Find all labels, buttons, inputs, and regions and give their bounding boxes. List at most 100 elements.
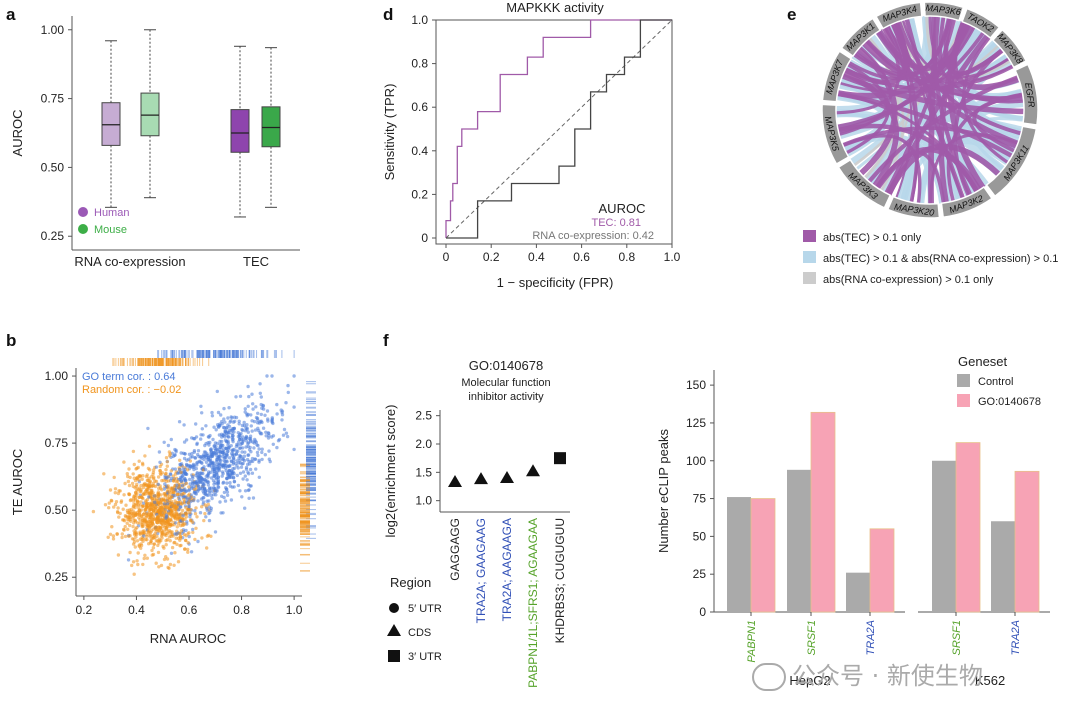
panel-b-point [169,551,174,555]
panel-b-point [246,442,250,446]
panel-b-point [238,489,242,493]
panel-b-point [267,449,271,453]
panel-b-point [150,548,154,553]
panel-b-point [198,459,202,463]
panel-b-point [156,475,161,479]
panel-b-point [224,486,228,490]
panel-b-point [111,534,116,538]
panel-b-point [153,500,157,504]
panel-b-point [124,503,128,507]
panel-f1-legend-marker-triangle [387,624,401,636]
panel-d-legend-title: AUROC [599,201,646,216]
panel-b-point [195,472,199,476]
panel-b-point [256,418,260,422]
panel-b-point [225,453,229,457]
panel-b-ytick-label: 0.50 [45,503,69,517]
panel-b-point [243,450,247,454]
panel-b-point [194,526,198,530]
panel-b-point [275,412,279,416]
panel-b-point [152,542,157,546]
panel-b-point [169,519,173,523]
panel-b-point [253,439,258,443]
panel-b-point [222,406,226,411]
panel-b-point [204,441,208,446]
panel-b-point [139,546,143,550]
panel-b-point [169,437,173,442]
panel-b-point [170,501,174,505]
panel-b-point [213,441,218,445]
panel-b-point [123,524,127,529]
panel-b-point [213,490,218,494]
panel-b-point [180,508,185,513]
panel-b-point [190,479,195,484]
panel-b-point [107,501,112,505]
panel-b-point [250,429,254,433]
panel-b-point [227,464,232,468]
panel-e-chord [901,19,1010,79]
panel-b-point [172,563,176,567]
panel-b-point [143,553,147,557]
panel-b-point [111,537,116,541]
panel-f2-bar-go [869,528,895,613]
wechat-icon [752,663,786,691]
panel-b-point [230,448,234,452]
panel-b-point [130,563,134,568]
panel-b-point [215,448,220,452]
panel-b-point [181,521,185,525]
panel-b-point [138,537,143,541]
panel-b-point [264,430,268,434]
panel-b-point [245,457,250,462]
panel-b-point [191,527,195,532]
panel-b-point [148,479,152,483]
panel-e-segment [991,28,1028,69]
panel-e-segment [874,1,923,30]
panel-b-point [206,473,210,478]
panel-b-point [168,562,173,567]
panel-b-point [160,478,164,483]
panel-b-point [238,461,242,465]
panel-b-point [122,527,126,532]
panel-b-point [144,520,148,524]
panel-f2-legend-control: Control [978,376,1013,388]
panel-e-label: e [787,5,796,24]
panel-f1-subtitle: Molecular function [461,377,550,389]
panel-b-point [205,546,209,550]
panel-d-ylabel: Sensitivity (TPR) [382,84,397,181]
panel-b-point [257,447,261,451]
panel-b-point [205,534,210,538]
panel-b-point [239,431,243,436]
panel-b-point [177,420,182,424]
panel-b-point [257,475,261,479]
panel-b-point [113,502,118,507]
panel-b-point [212,493,216,497]
panel-b-point [112,475,116,480]
panel-b-point [256,411,260,415]
panel-b-point [199,404,203,408]
panel-b-point [162,511,166,515]
panel-b-point [138,474,142,478]
panel-b-point [217,433,222,437]
panel-d-tec-curve [445,19,672,238]
panel-b-point [131,560,136,564]
panel-b-point [169,469,173,473]
panel-b-point [126,479,131,484]
panel-b-point [182,440,187,444]
panel-b-point [208,459,212,463]
panel-b-point [141,485,146,490]
panel-b-point [209,447,213,451]
panel-b-point [256,428,261,433]
panel-b-point [237,446,242,450]
panel-f1-ytick-label: 1.0 [415,494,432,508]
panel-b-point [139,495,143,499]
panel-b-point [113,487,118,491]
panel-b-point [188,496,192,500]
panel-b-point [222,417,226,421]
panel-b-point [203,487,207,491]
panel-b-point [225,493,230,497]
panel-b-point [202,518,206,523]
panel-b-point [180,517,185,522]
panel-b-point [189,518,193,522]
panel-b-point [168,454,172,458]
panel-f1-title: GO:0140678 [469,358,543,373]
panel-f2-bar-control [932,460,956,612]
